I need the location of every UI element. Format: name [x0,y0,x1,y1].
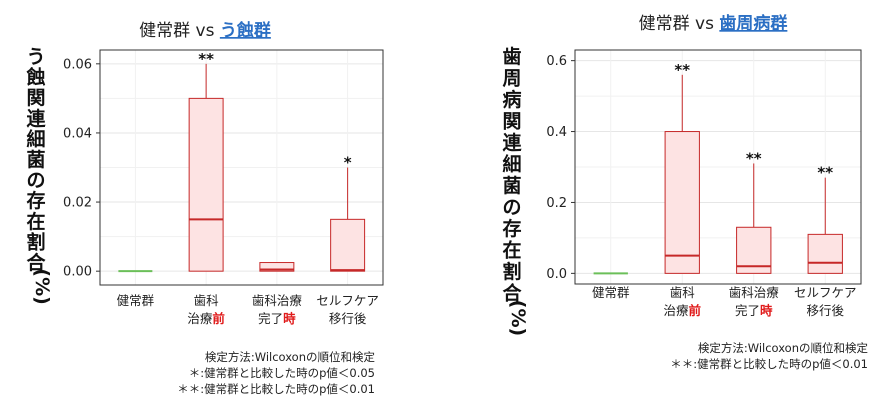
box-body [188,97,224,272]
y-axis-label-char: 周 [502,68,521,90]
y-axis-label-char: 割 [26,230,45,253]
y-axis-label-char: 合 [26,251,46,274]
y-axis-label-char: の [26,170,45,192]
x-category-label-text: 治療 [187,311,213,326]
y-axis-label-char: 病 [502,88,521,111]
y-axis-label-char: 在 [502,239,521,262]
box-body [259,262,295,272]
x-category-label-highlight: 前 [689,303,702,318]
x-category-label-highlight: 時 [283,311,296,326]
y-axis-label-char: の [502,197,521,219]
y-axis-label-char: 在 [26,210,45,233]
x-category-label-line2: 完了時 [735,303,773,318]
box-2: ** [664,61,700,274]
x-category-label-line2: 治療前 [663,303,701,318]
plot-frame [99,49,384,286]
x-category-label-text: 移行後 [329,311,367,326]
y-axis-label-char: 関 [26,87,45,109]
x-category-label: 歯科 [194,293,220,308]
box-3 [259,262,295,272]
chart-title-highlight: 歯周病群 [719,13,787,34]
y-tick-label: 0.4 [546,125,567,140]
y-tick-label: 0.2 [546,196,567,211]
y-tick-label: 0.06 [63,57,92,72]
y-axis-label-char: 細 [26,127,45,150]
x-category-label-line2: 移行後 [806,303,844,318]
box-body [807,233,843,274]
y-axis-label-char: (%) [507,300,529,336]
y-axis-label-char: 連 [502,131,522,154]
y-axis-label-char: 存 [502,217,521,240]
y-tick-label: 0.02 [63,196,92,211]
significance-marker: * [344,154,352,172]
x-category-label: 歯科治療 [729,285,780,300]
significance-marker: ** [674,61,690,79]
chart-title: 健常群 vs う蝕群 [139,20,271,41]
significance-marker: ** [817,164,833,182]
y-axis-label-char: う [26,46,45,68]
box-body [664,131,700,274]
x-category-label-text: 移行後 [806,303,844,318]
significance-marker: ** [198,50,214,68]
footnote: 検定方法:Wilcoxonの順位和検定 [698,341,869,355]
y-tick-label: 0.00 [63,265,92,280]
y-tick-label: 0.6 [546,54,567,69]
x-category-label: 歯科 [670,285,696,300]
y-tick-label: 0.0 [546,267,567,282]
y-axis-label-char: 歯 [502,45,521,68]
y-axis-label-char: 菌 [26,148,45,171]
footnote: ＊＊:健常群と比較した時のp値＜0.01 [177,382,375,396]
x-category-label-text: 治療 [663,303,689,318]
chart-title-prefix: 健常群 vs [139,21,220,41]
x-category-label-line2: 移行後 [329,311,367,326]
y-axis-label-char: 関 [502,111,521,133]
x-category-label: 健常群 [117,293,155,308]
y-tick-label: 0.04 [63,126,92,141]
box-4: * [330,154,366,272]
y-axis-label-char: 合 [502,282,522,305]
footnote: 検定方法:Wilcoxonの順位和検定 [205,350,376,364]
x-category-label-line2: 完了時 [258,311,296,326]
y-axis-label-char: 菌 [502,174,521,197]
box-4: ** [807,164,843,274]
x-category-label-highlight: 時 [760,303,773,318]
footnote: ＊＊:健常群と比較した時のp値＜0.01 [670,357,868,371]
x-category-label-highlight: 前 [212,311,225,326]
significance-marker: ** [746,149,762,167]
box-3: ** [736,149,772,274]
box-2: ** [188,50,224,272]
y-axis-label-char: 連 [26,107,46,130]
x-category-label-text: 完了 [735,303,760,318]
y-axis-label-char: 存 [26,189,45,212]
x-category-label-line2: 治療前 [187,311,225,326]
x-category-label: 歯科治療 [252,293,303,308]
chart-title-highlight: う蝕群 [220,20,271,41]
x-category-label: 健常群 [592,285,630,300]
y-axis-label-char: 細 [502,153,521,176]
y-axis-label-char: 割 [502,260,521,283]
box-body [330,218,366,272]
x-category-label: セルフケア [316,293,379,308]
x-category-label: セルフケア [794,285,857,300]
x-category-label-text: 完了 [258,311,283,326]
chart-title: 健常群 vs 歯周病群 [639,13,788,34]
y-axis-label-char: 蝕 [25,66,45,89]
chart-title-prefix: 健常群 vs [639,14,720,34]
plot-frame [574,49,862,285]
footnote: ＊:健常群と比較した時のp値＜0.05 [189,366,375,380]
y-axis-label-char: (%) [31,268,53,304]
